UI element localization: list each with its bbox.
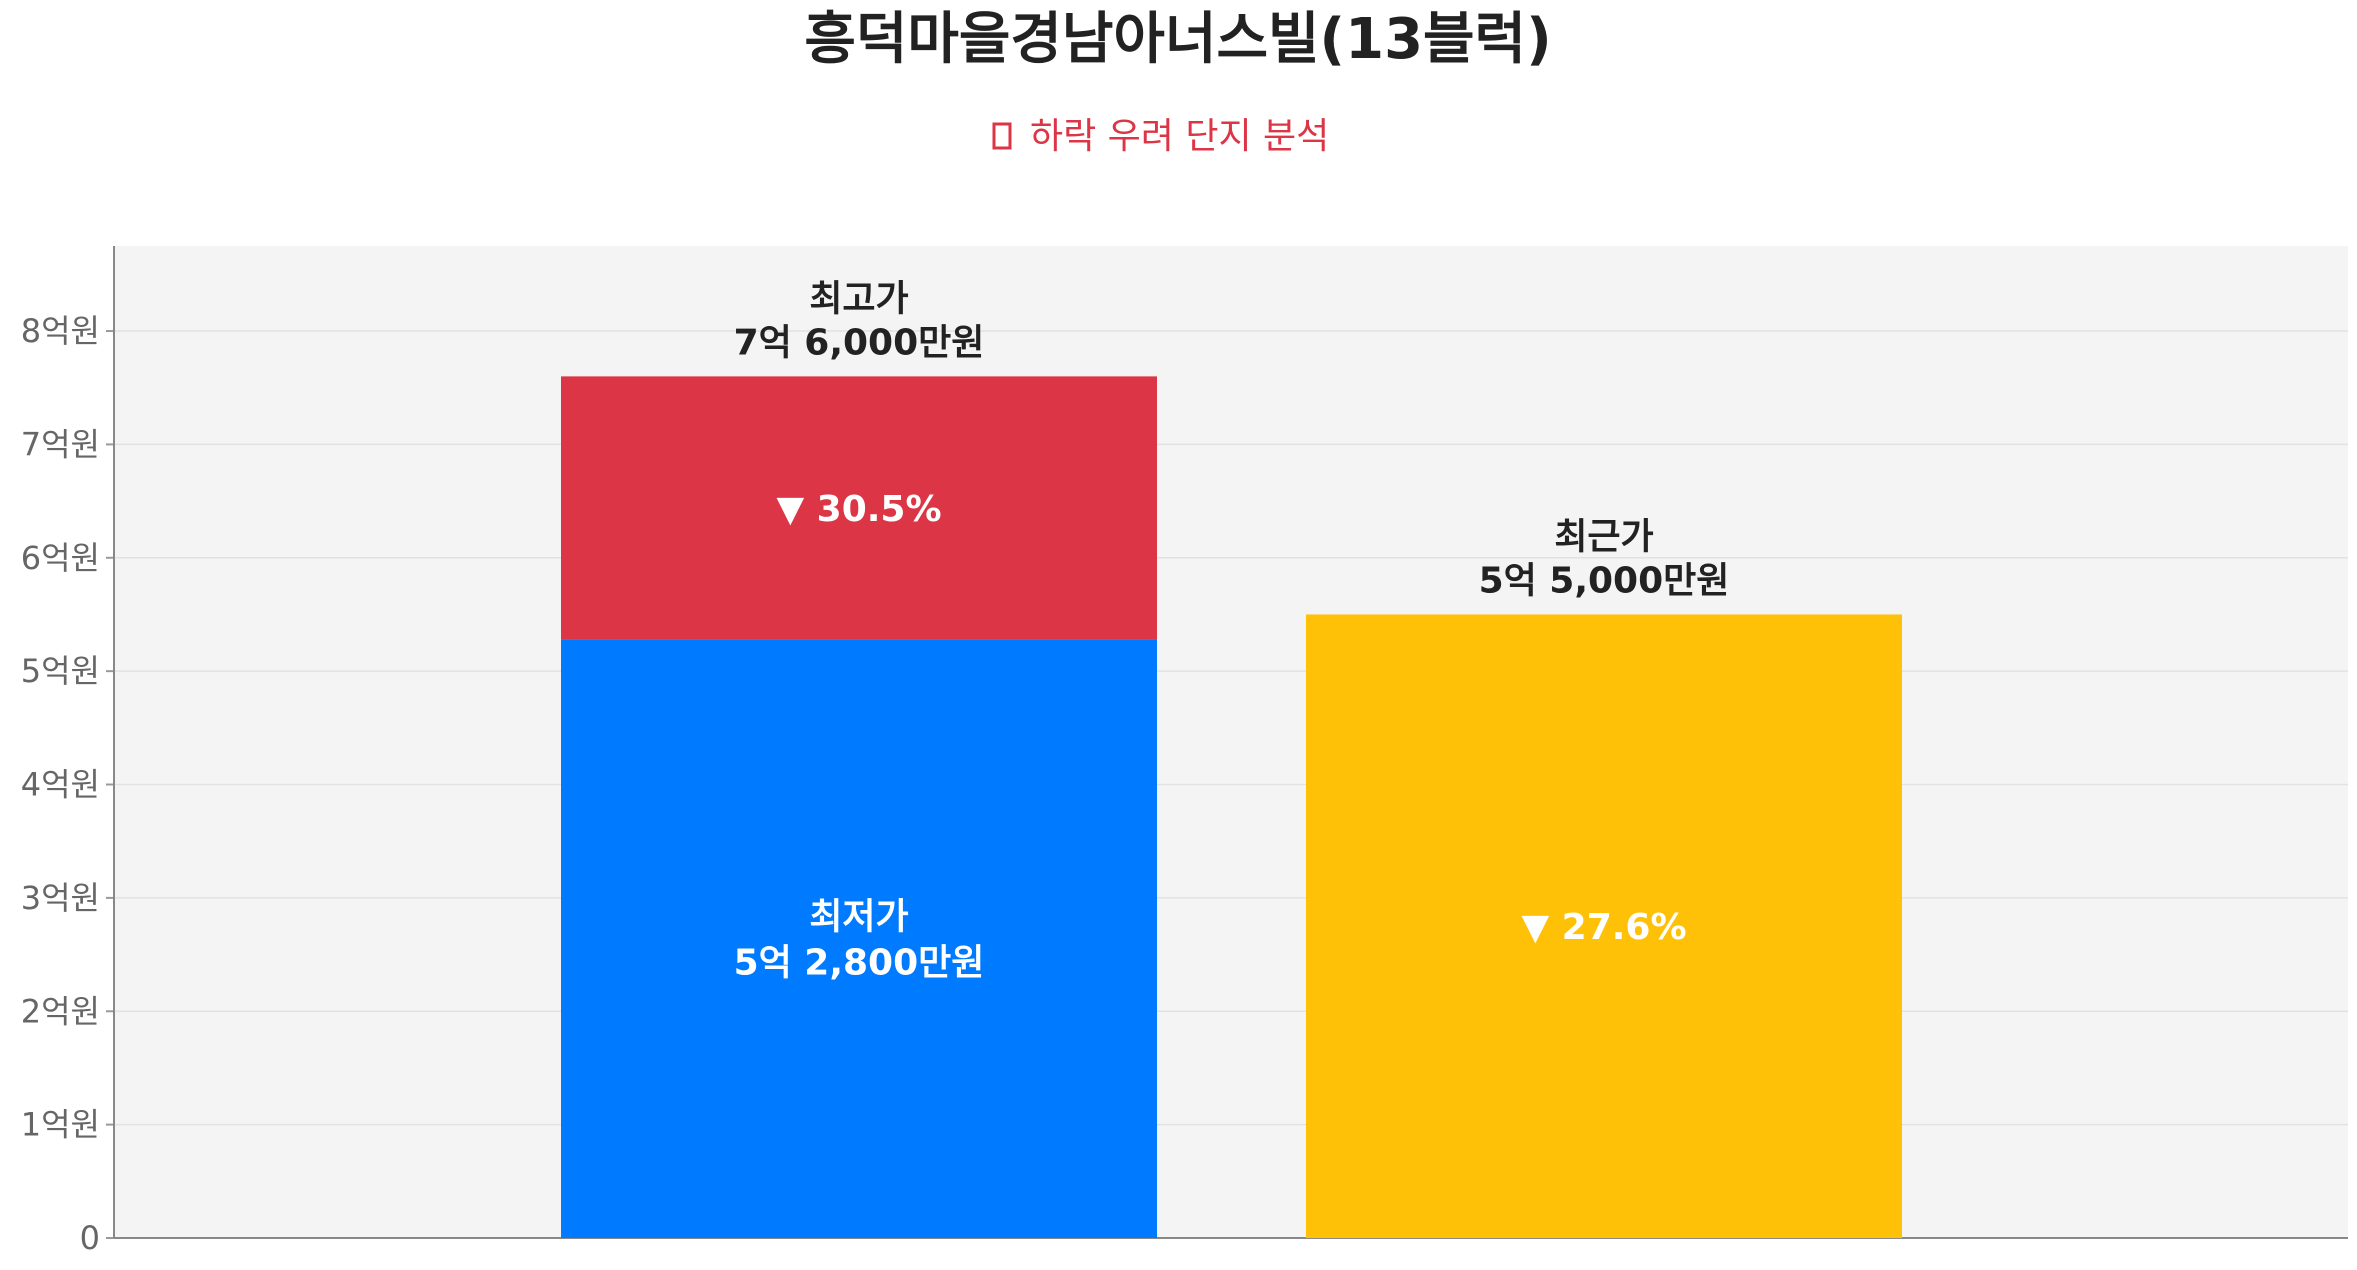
y-tick-label: 1억원 — [21, 1106, 100, 1144]
y-tick-label: 6억원 — [21, 539, 100, 577]
bar-segment — [1306, 614, 1902, 1238]
bar-top-label: 5억 5,000만원 — [1479, 560, 1730, 601]
bar-top-label: 최근가 — [1554, 516, 1653, 557]
y-tick-label: 3억원 — [21, 879, 100, 917]
bar-segment — [561, 639, 1157, 1238]
chart-subtitle: 하락 우려 단지 분석 — [992, 116, 1329, 157]
bar-segment-label: ▼ 30.5% — [776, 489, 941, 530]
bar-segment-label: 최저가 — [809, 897, 908, 938]
bar-top-label: 최고가 — [809, 278, 908, 319]
bar-segment-label: 5억 2,800만원 — [734, 943, 985, 984]
y-tick-label: 4억원 — [21, 766, 100, 804]
y-tick-label: 2억원 — [21, 992, 100, 1030]
bar-segment — [561, 376, 1157, 640]
bar-top-label: 7억 6,000만원 — [734, 322, 985, 363]
y-tick-label: 8억원 — [21, 312, 100, 350]
y-tick-label: 5억원 — [21, 652, 100, 690]
bar-segment-label: ▼ 27.6% — [1521, 907, 1686, 948]
y-tick-label: 0 — [80, 1219, 100, 1257]
subtitle-text: 하락 우려 단지 분석 — [1030, 116, 1329, 157]
plot-background — [114, 246, 2348, 1238]
chart-title: 흥덕마을경남아너스빌(13블럭) — [804, 7, 1551, 72]
alert-square-icon — [992, 122, 1012, 150]
y-tick-label: 7억원 — [21, 425, 100, 463]
